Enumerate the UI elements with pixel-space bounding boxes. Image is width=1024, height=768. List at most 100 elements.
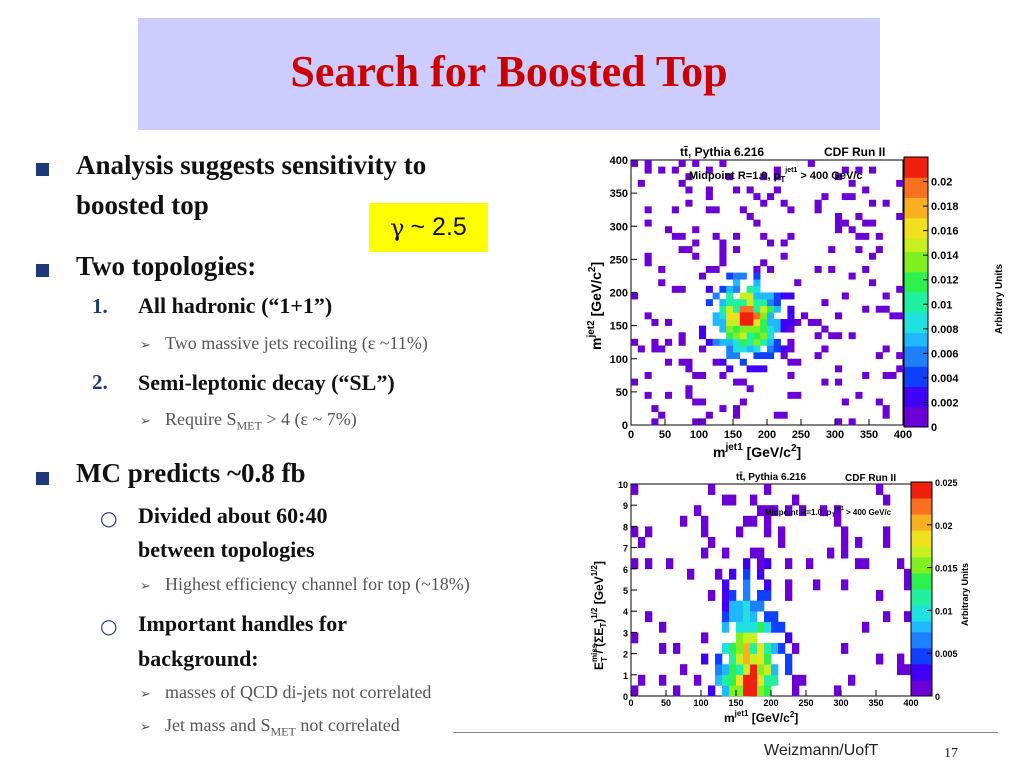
y-tick-label: 300 <box>610 221 628 233</box>
heatmap-cell <box>764 505 772 517</box>
heatmap-cell <box>699 372 707 379</box>
heatmap-cell <box>712 292 720 300</box>
heatmap-cell <box>685 199 693 207</box>
color-scale-segment <box>904 359 928 367</box>
top-chart-z-label: Arbitrary Units <box>994 264 1005 334</box>
heatmap-cell <box>678 332 686 340</box>
heatmap-cell <box>651 319 659 326</box>
heatmap-cell <box>699 398 707 406</box>
heatmap-cell <box>750 621 758 633</box>
heatmap-cell <box>757 653 765 665</box>
heatmap-cell <box>841 547 849 559</box>
heatmap-cell <box>719 305 727 313</box>
heatmap-cell <box>638 674 646 686</box>
heatmap-cell <box>715 568 723 580</box>
heatmap-cell <box>719 325 727 333</box>
heatmap-cell <box>780 252 788 260</box>
heatmap-cell <box>773 186 781 194</box>
heatmap-cell <box>722 685 730 697</box>
color-scale-segment <box>904 244 928 252</box>
heatmap-cell <box>814 352 822 360</box>
heatmap-cell <box>814 332 822 340</box>
heatmap-cell <box>757 590 765 601</box>
heatmap-cell <box>631 378 639 386</box>
heatmap-cell <box>733 338 741 346</box>
heatmap-cell <box>739 358 747 366</box>
heatmap-cell <box>753 332 761 340</box>
x-tick-label: 0 <box>628 429 634 441</box>
z-tick-label: 0.012 <box>931 275 959 287</box>
heatmap-cell <box>773 173 781 181</box>
color-scale-segment <box>904 346 928 354</box>
x-tick-label: 300 <box>833 698 848 708</box>
heatmap-cell <box>722 579 730 591</box>
heatmap-cell <box>757 558 765 570</box>
heatmap-cell <box>651 345 659 353</box>
y-tick-label: 5 <box>623 586 628 596</box>
heatmap-cell <box>692 252 700 260</box>
color-scale-segment <box>911 546 932 553</box>
heatmap-cell <box>896 285 904 293</box>
heatmap-cell <box>875 232 883 240</box>
heatmap-cell <box>736 653 744 665</box>
color-scale-segment <box>911 562 932 569</box>
heatmap-cell <box>882 305 890 313</box>
color-scale-segment <box>911 530 932 536</box>
color-scale-segment <box>911 685 932 692</box>
heatmap-cell <box>883 537 891 548</box>
y-tick-label: 400 <box>610 155 628 167</box>
heatmap-cell <box>760 312 768 320</box>
heatmap-cell <box>739 299 747 307</box>
heatmap-cell <box>651 338 659 346</box>
heatmap-cell <box>780 239 788 247</box>
heatmap-cell <box>767 312 775 320</box>
heatmap-cell <box>753 193 761 201</box>
heatmap-cell <box>835 418 843 426</box>
color-scale-segment <box>904 238 928 246</box>
color-scale-segment <box>904 298 928 306</box>
heatmap-cell <box>729 590 737 601</box>
heatmap-cell <box>771 643 779 654</box>
color-scale-segment <box>911 556 932 563</box>
heatmap-cell <box>760 352 768 360</box>
heatmap-cell <box>760 325 768 333</box>
heatmap-cell <box>897 558 905 570</box>
heatmap-cell <box>753 305 761 313</box>
heatmap-cell <box>658 411 666 419</box>
heatmap-cell <box>685 385 693 393</box>
heatmap-cell <box>787 338 795 346</box>
heatmap-cell <box>869 199 877 207</box>
heatmap-cell <box>896 312 904 320</box>
color-scale-segment <box>904 352 928 360</box>
heatmap-cell <box>746 213 754 220</box>
heatmap-cell <box>685 358 693 366</box>
heatmap-cell <box>722 547 730 559</box>
heatmap-cell <box>726 272 734 280</box>
heatmap-cell <box>644 206 652 214</box>
heatmap-cell <box>722 494 730 506</box>
x-tick-label: 50 <box>659 429 671 441</box>
heatmap-cell <box>862 186 870 194</box>
page-number: 17 <box>944 746 958 761</box>
heatmap-cell <box>671 285 679 293</box>
heatmap-cell <box>904 611 912 623</box>
heatmap-cell <box>644 160 652 167</box>
heatmap-cell <box>869 252 877 260</box>
heatmap-cell <box>787 345 795 353</box>
heatmap-cell <box>820 505 828 517</box>
heatmap-cell <box>780 325 788 333</box>
heatmap-cell <box>750 664 758 676</box>
heatmap-cell <box>739 272 747 280</box>
top-chart-experiment: CDF Run II <box>824 145 885 159</box>
heatmap-cell <box>792 494 800 506</box>
heatmap-cell <box>828 266 836 273</box>
gamma-factor-box: γ ~ 2.5 <box>369 203 488 252</box>
heatmap-cell <box>841 643 849 654</box>
heatmap-cell <box>862 219 870 227</box>
heatmap-cell <box>733 186 741 194</box>
heatmap-cell <box>773 166 781 174</box>
heatmap-cell <box>699 325 707 333</box>
x-tick-label: 150 <box>724 429 742 441</box>
heatmap-cell <box>835 213 843 220</box>
heatmap-cell <box>712 206 720 214</box>
